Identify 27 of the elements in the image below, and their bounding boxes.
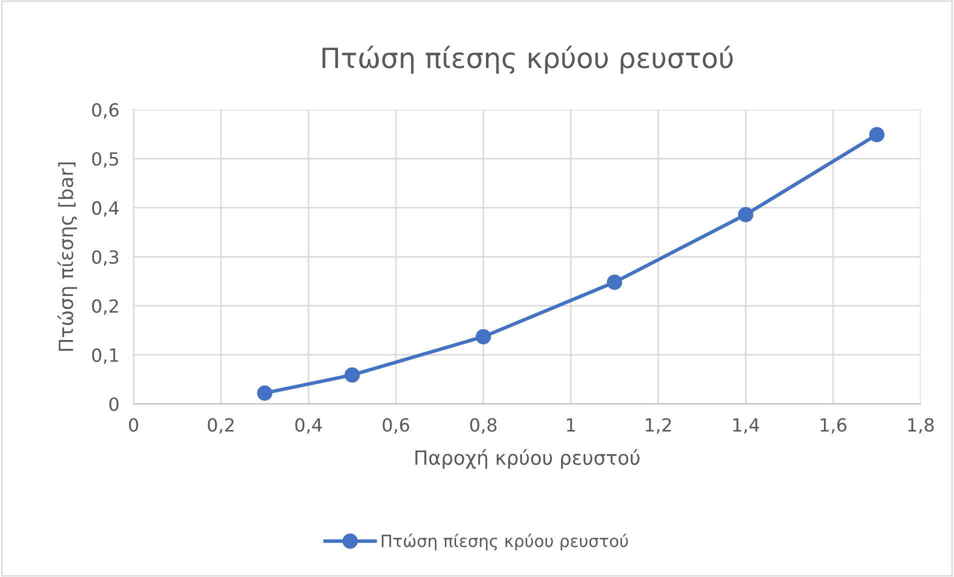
y-axis-title: Πτώση πίεσης [bar] [57,162,78,351]
x-tick-label: 1,6 [820,418,846,434]
y-tick-label: 0,4 [92,201,119,217]
x-tick-label: 1,2 [646,418,671,434]
point [869,127,885,142]
x-tick-label: 0,4 [295,418,322,434]
x-tick-label: 0,8 [470,418,496,434]
y-tick-label: 0,3 [92,250,118,266]
point [738,206,754,222]
y-tick-label: 0,2 [92,299,118,315]
point [476,329,491,344]
point [606,274,622,290]
x-tick-label: 1,8 [908,418,934,434]
x-tick-label: 0,6 [382,418,410,434]
legend-label: Πτώση πίεσης κρύου ρευστού [382,534,628,550]
chart-title: Πτώση πίεσης κρύου ρευστού [322,46,733,74]
x-axis-title: Παροχή κρύου ρευστού [415,449,640,469]
point [344,367,360,383]
x-tick-label: 0,2 [208,418,234,434]
y-tick-label: 0,1 [92,348,118,364]
y-tick-label: 0 [109,397,118,412]
x-tick-label: 1 [567,418,575,432]
point [257,385,272,401]
x-tick-label: 0 [129,418,138,432]
x-tick-label: 1,4 [733,418,760,434]
y-tick-label: 0,5 [92,152,118,168]
y-tick-label: 0,6 [92,103,119,119]
